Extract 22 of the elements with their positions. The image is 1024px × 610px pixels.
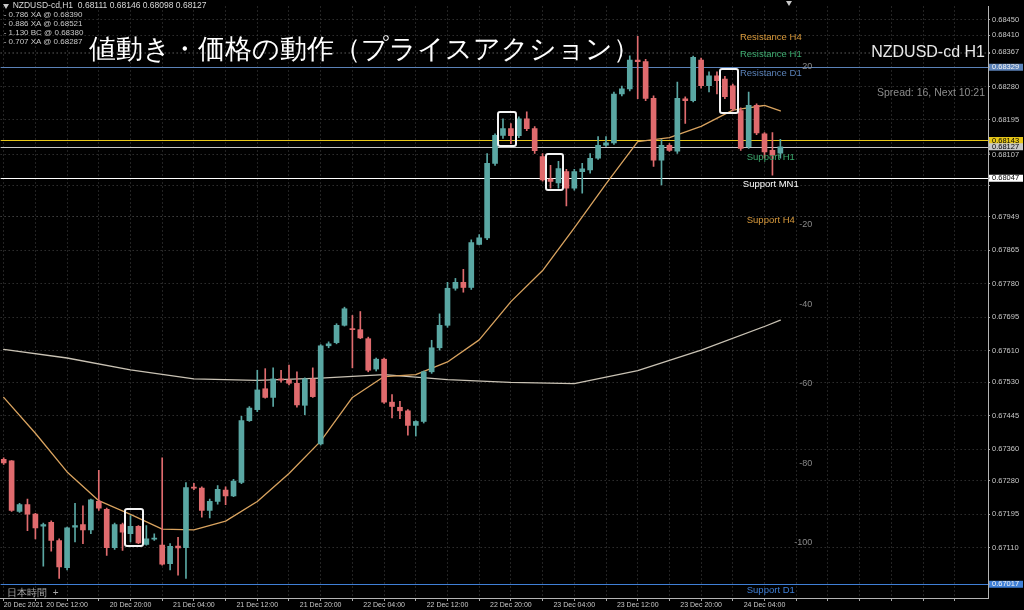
annotation: 日本時間: [6, 586, 47, 598]
annotation: Resistance H4: [739, 30, 802, 42]
annotation: - 0.886 XA @ 0.68521: [3, 19, 84, 29]
annotation: +: [52, 586, 59, 598]
annotation: - 0.786 XA @ 0.68390: [3, 10, 84, 20]
y2-tick-label: -20: [799, 219, 813, 230]
text: NZDUSD-cd H1: [871, 42, 986, 60]
annotation: - 1.130 BC @ 0.68380: [3, 28, 84, 38]
ref-line-label: Support D1: [746, 584, 795, 596]
annotation: - 0.707 XA @ 0.68287: [3, 37, 84, 47]
text: 値動き・価格の動作（プライスアクション）: [88, 33, 640, 64]
y2-tick-label: -80: [799, 457, 813, 468]
annotation: NZDUSD-cd,H1 0.68111 0.68146 0.68098 0.68127: [12, 0, 207, 11]
annotation: Support H4: [746, 213, 795, 225]
y2-tick-label: -40: [799, 298, 813, 309]
annotation: Spread: 16, Next 10:21: [877, 85, 986, 98]
ref-line-label: Resistance D1: [739, 67, 802, 79]
candlestick: [40, 522, 47, 567]
y2-tick-label: -60: [799, 378, 813, 389]
y2-tick-label: -100: [794, 536, 813, 547]
annotation: Resistance H1: [739, 47, 802, 59]
ref-line-label: Support MN1: [742, 178, 799, 190]
